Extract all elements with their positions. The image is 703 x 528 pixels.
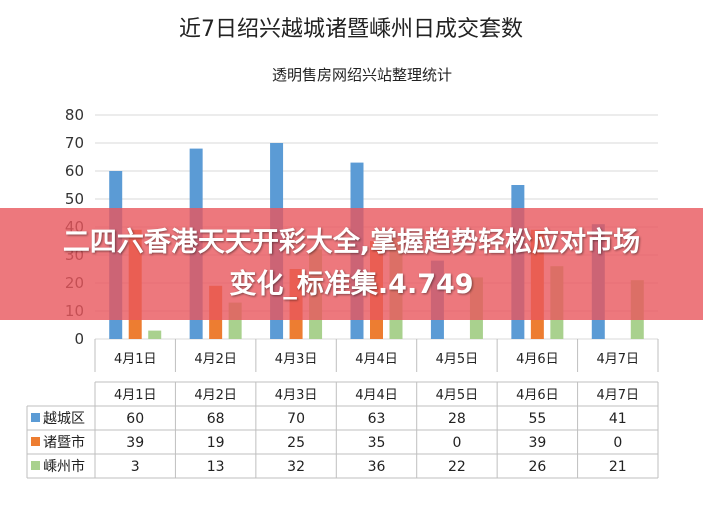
x-tick-label: 4月3日 (275, 352, 318, 367)
y-tick-label: 70 (65, 134, 84, 152)
overlay-banner: 二四六香港天天开彩大全,掌握趋势轻松应对市场变化_标准集.4.749 (0, 208, 703, 320)
x-tick-label: 4月7日 (597, 352, 640, 367)
chart-title: 近7日绍兴越城诸暨嵊州日成交套数 (179, 17, 523, 42)
table-header-cell: 4月2日 (194, 388, 237, 403)
table-value-cell: 32 (287, 459, 305, 475)
x-tick-label: 4月4日 (355, 352, 398, 367)
x-tick-label: 4月1日 (114, 352, 157, 367)
legend-label: 越城区 (43, 411, 85, 427)
table-value-cell: 26 (528, 459, 546, 475)
table-value-cell: 39 (528, 435, 546, 451)
legend-swatch (31, 461, 40, 470)
chart-subtitle: 透明售房网绍兴站整理统计 (272, 66, 452, 84)
legend-swatch (31, 413, 40, 422)
x-tick-label: 4月5日 (436, 352, 479, 367)
table-header-cell: 4月1日 (114, 388, 157, 403)
table-value-cell: 35 (368, 435, 386, 451)
legend-label: 嵊州市 (43, 458, 85, 475)
table-value-cell: 60 (126, 411, 144, 427)
legend-swatch (31, 437, 40, 446)
table-header-cell: 4月7日 (597, 388, 640, 403)
table-header-cell: 4月3日 (275, 388, 318, 403)
x-axis: 4月1日 4月2日 4月3日 4月4日 4月5日 4月6日 4月7日 (94, 339, 659, 372)
table-header-cell: 4月4日 (355, 388, 398, 403)
y-tick-label: 80 (65, 106, 84, 124)
y-tick-label: 50 (65, 190, 84, 208)
table-value-cell: 3 (131, 459, 140, 475)
x-tick-label: 4月6日 (516, 352, 559, 367)
table-value-cell: 68 (207, 411, 225, 427)
table-header-cell: 4月6日 (516, 388, 559, 403)
legend-label: 诸暨市 (43, 434, 85, 451)
y-tick-label: 0 (74, 330, 84, 348)
table-value-cell: 21 (609, 459, 627, 475)
table-value-cell: 13 (207, 459, 225, 475)
table-value-cell: 39 (126, 435, 144, 451)
table-value-cell: 19 (207, 435, 225, 451)
table-value-cell: 25 (287, 435, 305, 451)
table-value-cell: 0 (613, 435, 622, 451)
table-value-cell: 70 (287, 411, 305, 427)
overlay-banner-text: 二四六香港天天开彩大全,掌握趋势轻松应对市场变化_标准集.4.749 (62, 227, 641, 300)
table-value-cell: 0 (452, 435, 461, 451)
table-value-cell: 28 (448, 411, 466, 427)
table-value-cell: 63 (368, 411, 386, 427)
x-tick-label: 4月2日 (194, 352, 237, 367)
table-value-cell: 36 (368, 459, 386, 475)
table-header-cell: 4月5日 (436, 388, 479, 403)
table-value-cell: 41 (609, 411, 627, 427)
table-value-cell: 55 (528, 411, 546, 427)
bar (148, 330, 162, 339)
y-tick-label: 60 (65, 162, 84, 180)
table-value-cell: 22 (448, 459, 466, 475)
